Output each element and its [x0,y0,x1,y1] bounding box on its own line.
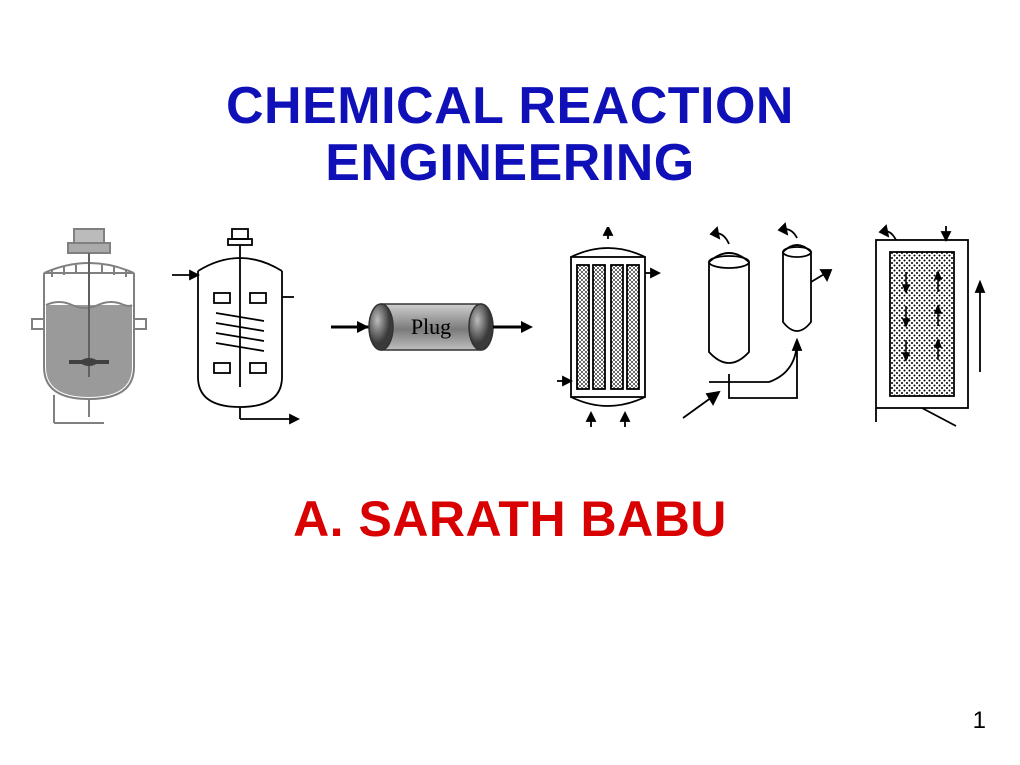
author-name: A. SARATH BABU [293,490,727,548]
slide: CHEMICAL REACTION ENGINEERING [0,0,1020,765]
title-line-2: ENGINEERING [325,134,695,192]
diagram-stirred-tank [24,227,154,427]
stirred-tank-icon [24,227,154,427]
cstr-coil-icon [170,227,310,427]
diagram-cstr-coil [170,227,310,427]
plug-flow-icon: Plug [327,282,537,372]
multitube-bed-icon [553,227,663,427]
fluidized-bed-icon [856,222,996,432]
diagram-fluidized-bed [856,222,996,432]
page-number: 1 [973,707,986,735]
plug-label: Plug [411,314,451,339]
diagram-twin-vessel [679,222,839,432]
diagram-plug-flow: Plug [327,282,537,372]
reactor-diagram-row: Plug [0,222,1020,432]
slide-title: CHEMICAL REACTION ENGINEERING [226,78,794,192]
diagram-multitube-bed [553,227,663,427]
title-line-1: CHEMICAL REACTION [226,77,794,135]
twin-vessel-icon [679,222,839,432]
